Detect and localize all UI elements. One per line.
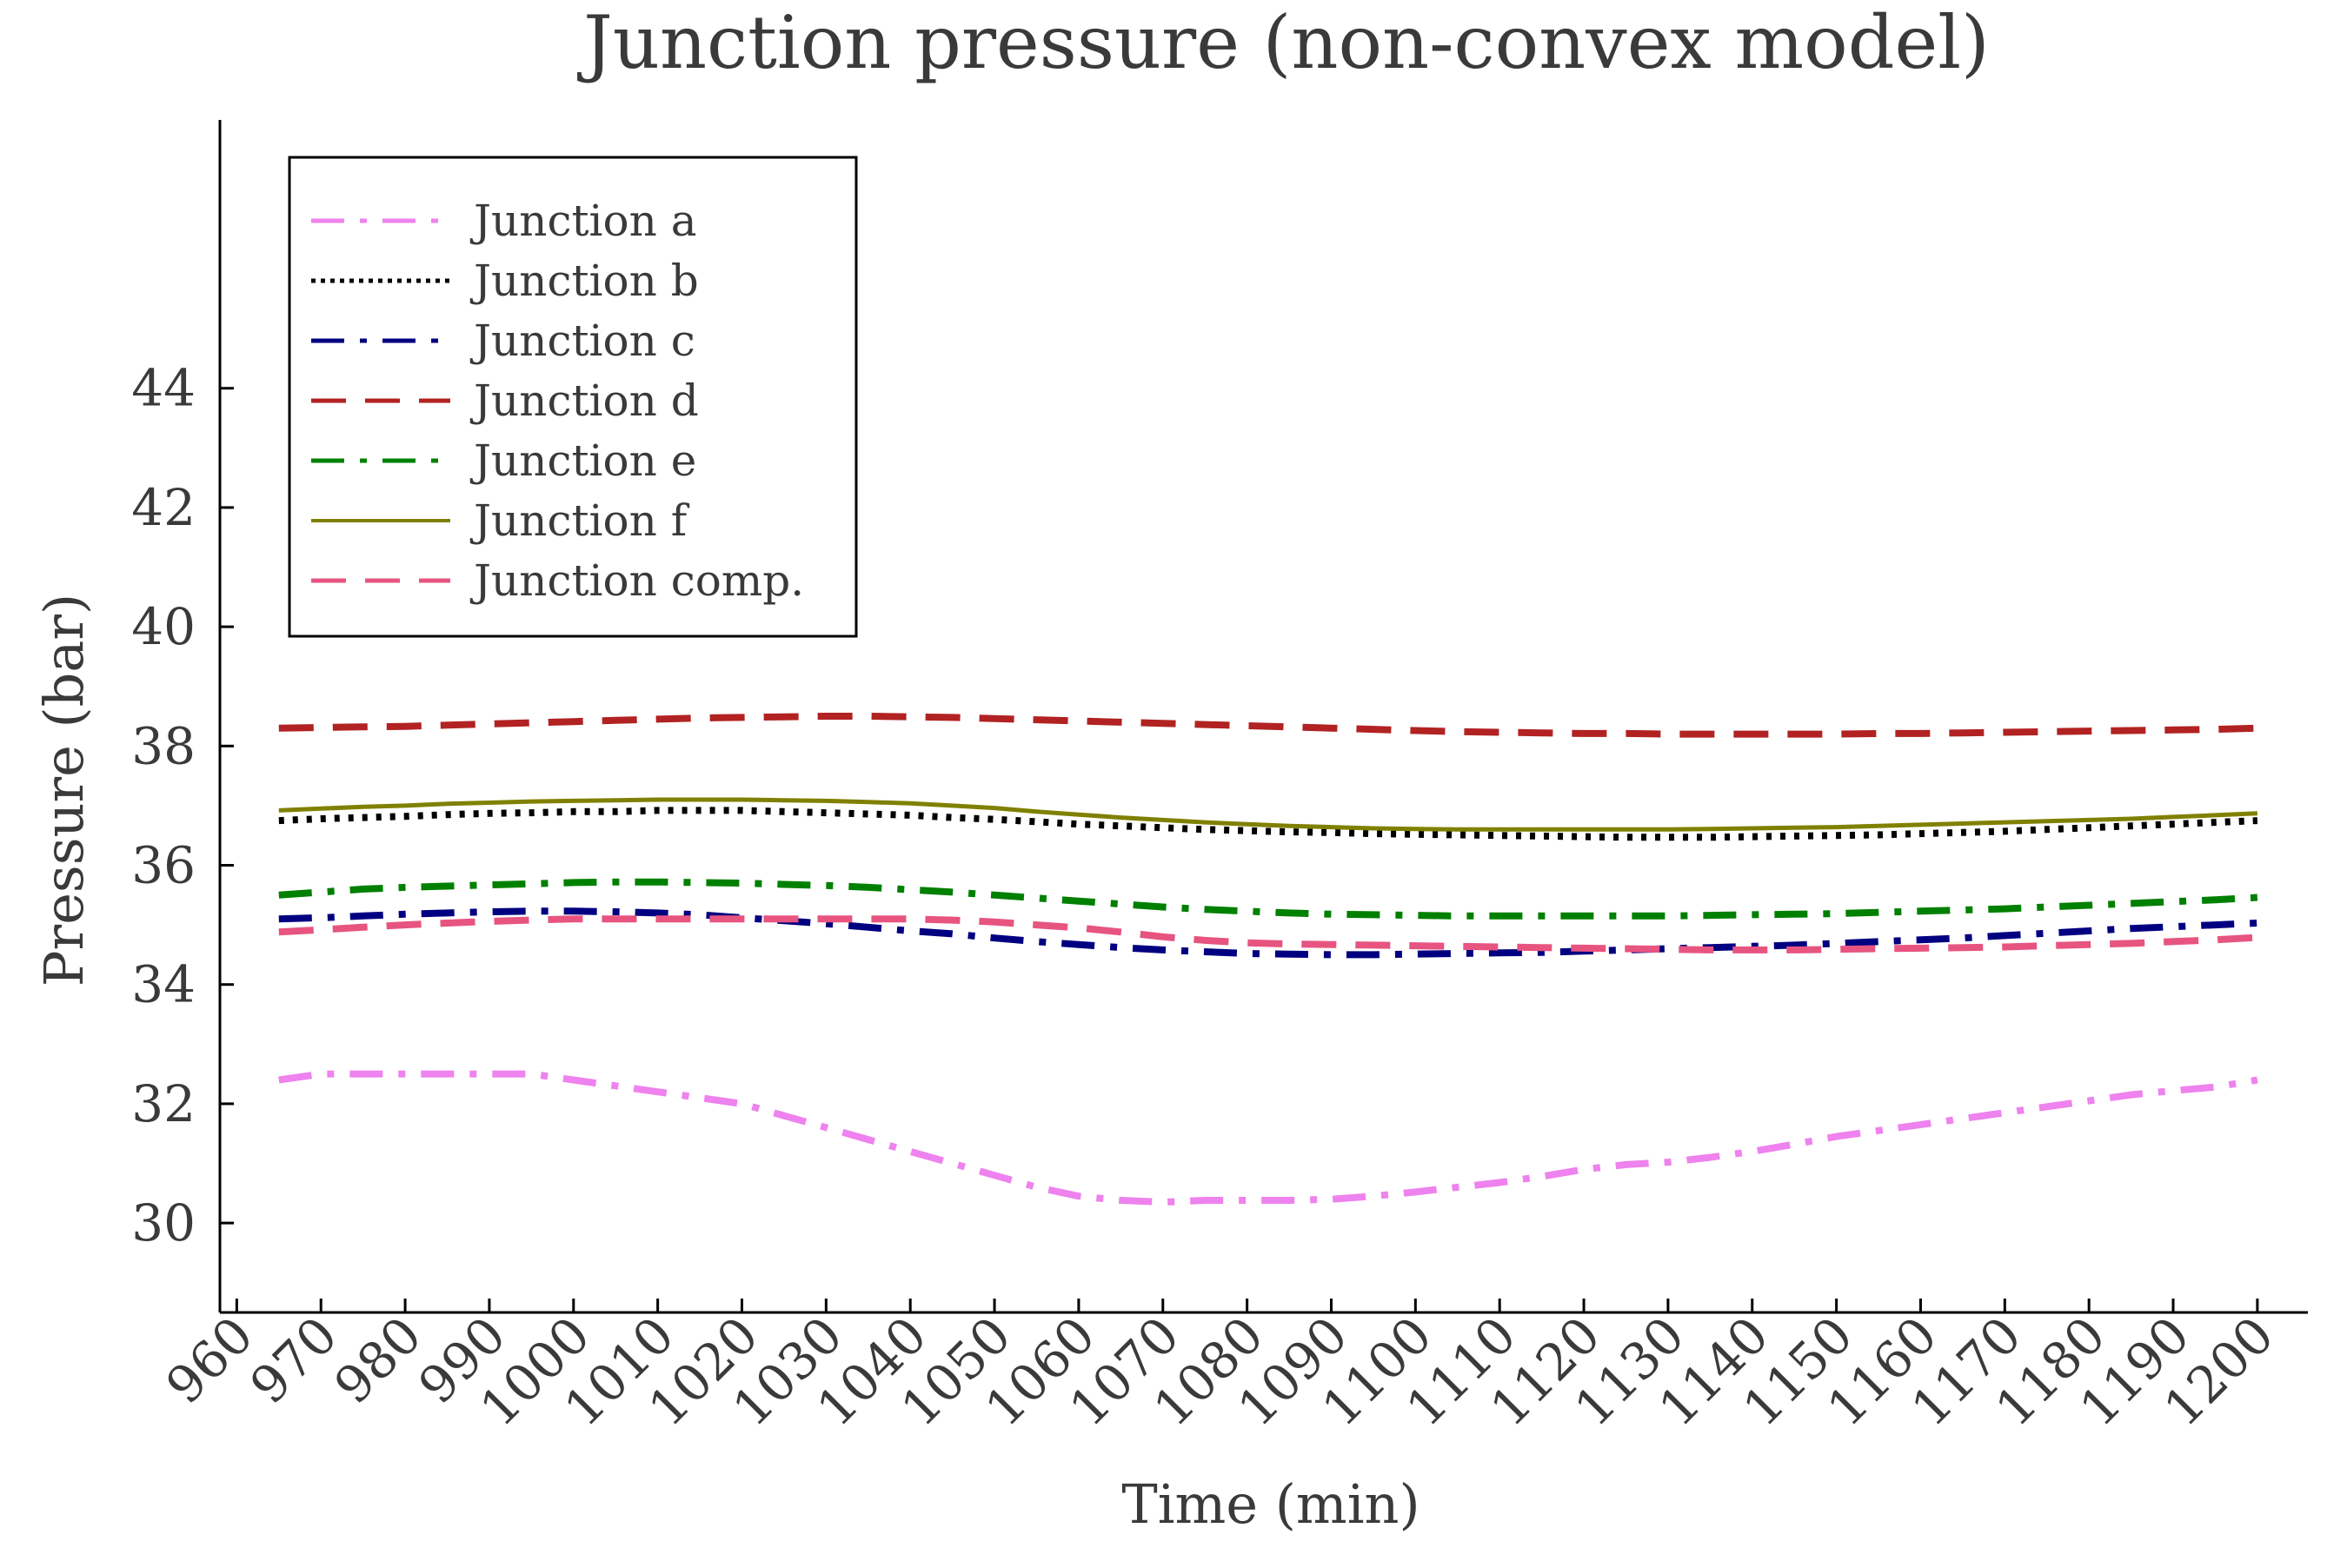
series-line-junction-a [278, 1070, 2258, 1206]
series-line-junction-d [278, 713, 2258, 738]
x-tick-label: 960 [155, 1306, 264, 1415]
legend-label: Junction d [469, 375, 699, 426]
y-tick-label: 42 [131, 478, 196, 537]
y-tick-label: 40 [131, 597, 196, 656]
y-tick-label: 30 [131, 1193, 196, 1252]
y-tick-label: 36 [131, 836, 196, 895]
series-line-junction-e [278, 878, 2258, 920]
y-axis-label: Pressure (bar) [32, 594, 96, 987]
x-tick-label: 980 [323, 1306, 433, 1415]
series-line-junction-f [278, 797, 2258, 832]
legend-label: Junction e [469, 435, 696, 486]
chart-title: Junction pressure (non-convex model) [576, 0, 1990, 85]
series-line-junction-b [278, 807, 2258, 841]
y-tick-label: 38 [131, 716, 196, 775]
y-tick-label: 32 [131, 1074, 196, 1133]
series-group [278, 713, 2258, 1206]
legend-label: Junction comp. [469, 555, 804, 606]
legend: Junction a Junction b Junction c Junction d… [288, 156, 858, 638]
y-tick-label: 34 [131, 955, 196, 1014]
legend-label: Junction c [469, 316, 695, 366]
legend-entries: Junction a Junction b Junction c Junction d… [311, 196, 804, 606]
x-tick-label: 970 [239, 1306, 349, 1415]
x-axis-label: Time (min) [1121, 1472, 1420, 1536]
legend-label: Junction b [469, 256, 699, 306]
legend-box [288, 156, 858, 638]
y-tick-label: 44 [131, 359, 196, 418]
series-line-junction-c [278, 907, 2258, 959]
series-line-junction-comp [278, 915, 2258, 953]
legend-label: Junction a [469, 196, 697, 246]
legend-label: Junction f [469, 495, 690, 546]
